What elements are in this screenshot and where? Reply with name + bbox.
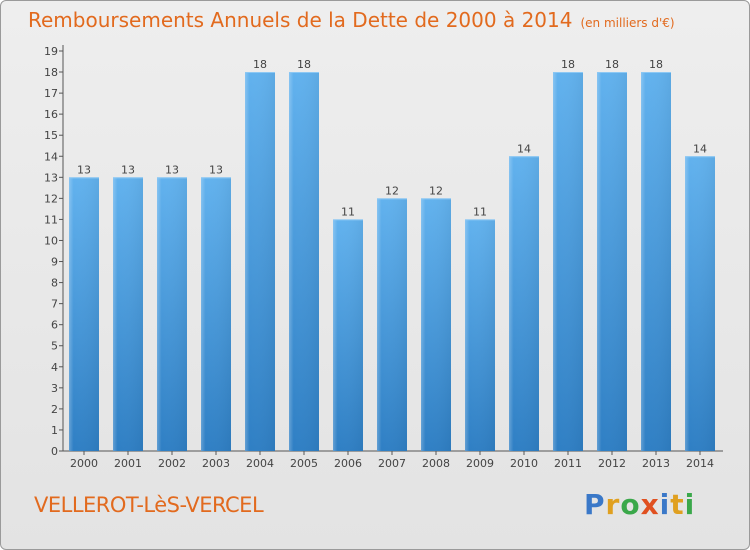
y-tick-label: 14 — [44, 150, 58, 163]
bar-highlight — [509, 156, 539, 451]
y-tick-label: 5 — [51, 340, 58, 353]
bar-highlight — [201, 177, 231, 451]
bars-group — [69, 72, 715, 451]
bar-value-label: 18 — [605, 58, 619, 71]
bar-highlight — [685, 156, 715, 451]
bar-value-label: 13 — [209, 163, 223, 176]
bar-highlight — [421, 198, 451, 451]
x-tick-label: 2001 — [114, 457, 142, 470]
y-tick-label: 15 — [44, 129, 58, 142]
logo-letter: i — [684, 488, 696, 521]
bar-value-label: 18 — [297, 58, 311, 71]
x-tick-label: 2002 — [158, 457, 186, 470]
bar-highlight — [377, 198, 407, 451]
y-tick-label: 2 — [51, 403, 58, 416]
y-tick-label: 1 — [51, 424, 58, 437]
chart-title-text: Remboursements Annuels de la Dette de 20… — [28, 8, 573, 32]
bar-value-label: 11 — [473, 205, 487, 218]
bar-highlight — [553, 72, 583, 451]
x-tick-label: 2004 — [246, 457, 274, 470]
y-tick-label: 6 — [51, 319, 58, 332]
x-tick-label: 2011 — [554, 457, 582, 470]
bar-value-label: 12 — [429, 184, 443, 197]
bar-value-label: 12 — [385, 184, 399, 197]
y-tick-label: 10 — [44, 234, 58, 247]
x-tick-label: 2000 — [70, 457, 98, 470]
bar-highlight — [289, 72, 319, 451]
bar-value-label: 11 — [341, 205, 355, 218]
y-tick-label: 18 — [44, 66, 58, 79]
bar-value-label: 14 — [693, 142, 707, 155]
bar-highlight — [245, 72, 275, 451]
x-tick-label: 2007 — [378, 457, 406, 470]
bar-value-label: 13 — [77, 163, 91, 176]
y-tick-label: 3 — [51, 382, 58, 395]
y-tick-label: 17 — [44, 87, 58, 100]
y-tick-label: 12 — [44, 192, 58, 205]
x-tick-label: 2005 — [290, 457, 318, 470]
bar-value-label: 13 — [121, 163, 135, 176]
y-tick-label: 19 — [44, 45, 58, 58]
bar-highlight — [333, 219, 363, 451]
bar-value-label: 18 — [649, 58, 663, 71]
logo-letter: r — [605, 488, 621, 521]
y-tick-label: 4 — [51, 361, 58, 374]
bar-value-label: 18 — [561, 58, 575, 71]
y-tick-label: 13 — [44, 171, 58, 184]
chart-subtitle: (en milliers d'€) — [580, 16, 675, 30]
y-tick-label: 16 — [44, 108, 58, 121]
logo-letter: x — [640, 488, 660, 521]
logo-letter: o — [620, 488, 641, 521]
bar-value-label: 13 — [165, 163, 179, 176]
bar-highlight — [465, 219, 495, 451]
bar-value-label: 14 — [517, 142, 531, 155]
logo-letter: i — [659, 488, 671, 521]
bar-highlight — [157, 177, 187, 451]
y-tick-label: 0 — [51, 445, 58, 458]
bar-highlight — [641, 72, 671, 451]
logo-letter: P — [584, 488, 606, 521]
x-tick-label: 2006 — [334, 457, 362, 470]
x-tick-label: 2009 — [466, 457, 494, 470]
bar-highlight — [113, 177, 143, 451]
y-tick-label: 9 — [51, 256, 58, 269]
x-tick-label: 2012 — [598, 457, 626, 470]
bar-highlight — [597, 72, 627, 451]
y-tick-label: 8 — [51, 277, 58, 290]
x-tick-label: 2013 — [642, 457, 670, 470]
logo-letter: t — [670, 488, 685, 521]
x-tick-label: 2003 — [202, 457, 230, 470]
bar-value-label: 18 — [253, 58, 267, 71]
chart-title: Remboursements Annuels de la Dette de 20… — [28, 8, 675, 32]
labels-group: 13 2000 13 2001 13 2002 13 2003 18 2004 18 2005 11 20… — [70, 58, 714, 470]
commune-name: VELLEROT-LèS-VERCEL — [34, 493, 264, 517]
x-tick-label: 2014 — [686, 457, 714, 470]
proxiti-logo[interactable]: Proxiti — [584, 488, 695, 521]
bar-highlight — [69, 177, 99, 451]
x-tick-label: 2008 — [422, 457, 450, 470]
y-tick-label: 7 — [51, 298, 58, 311]
x-tick-label: 2010 — [510, 457, 538, 470]
y-tick-label: 11 — [44, 213, 58, 226]
